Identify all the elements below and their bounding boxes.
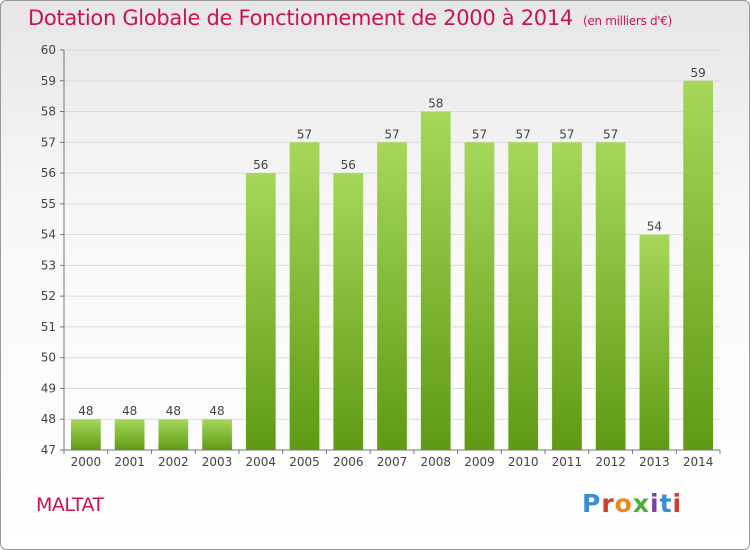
bar [595, 142, 626, 451]
bar [333, 173, 364, 451]
bar [508, 142, 539, 451]
proxiti-logo[interactable]: Proxiti [582, 489, 682, 518]
bar [158, 419, 189, 450]
data-label: 54 [647, 220, 662, 234]
x-tick-label: 2006 [333, 455, 364, 469]
x-tick-label: 2003 [202, 455, 233, 469]
data-label: 56 [253, 158, 268, 172]
x-tick-label: 2004 [246, 455, 277, 469]
bar [114, 419, 145, 450]
logo-letter: i [650, 489, 660, 518]
y-tick-label: 59 [41, 74, 56, 88]
y-tick-label: 47 [41, 443, 56, 457]
x-tick-label: 2005 [289, 455, 320, 469]
y-tick-label: 52 [41, 289, 56, 303]
data-label: 57 [603, 127, 618, 141]
x-tick-label: 2007 [377, 455, 408, 469]
bar [464, 142, 495, 451]
x-tick-label: 2008 [420, 455, 451, 469]
logo-letter: o [614, 489, 633, 518]
y-tick-label: 56 [41, 166, 56, 180]
x-axis: 2000 2001 2002 2003 2004 2005 2006 2007 2008 2009… [63, 450, 721, 469]
data-labels: 48 48 48 48 56 57 56 57 58 57 57 57 57 54 59 [78, 66, 706, 418]
y-tick-label: 57 [41, 135, 56, 149]
data-label: 48 [78, 404, 93, 418]
data-label: 57 [384, 127, 399, 141]
y-tick-label: 54 [41, 228, 56, 242]
x-tick-label: 2013 [639, 455, 670, 469]
logo-letter: P [582, 489, 602, 518]
town-name: MALTAT [36, 494, 104, 516]
data-label: 48 [166, 404, 181, 418]
chart-unit: (en milliers d'€) [582, 14, 672, 28]
chart-title: Dotation Globale de Fonctionnement de 20… [28, 6, 672, 30]
logo-letter: r [601, 489, 615, 518]
bar [552, 142, 582, 451]
bar [202, 419, 232, 450]
data-label: 57 [559, 127, 574, 141]
data-label: 48 [122, 404, 137, 418]
x-tick-label: 2000 [71, 455, 102, 469]
data-label: 56 [341, 158, 356, 172]
y-tick-label: 55 [41, 197, 56, 211]
y-tick-label: 60 [41, 43, 56, 57]
data-label: 48 [209, 404, 224, 418]
bar [420, 111, 451, 451]
y-tick-label: 53 [41, 258, 56, 272]
logo-letter: x [632, 489, 650, 518]
data-label: 57 [472, 127, 487, 141]
x-tick-label: 2002 [158, 455, 189, 469]
bars [70, 80, 714, 451]
x-tick-label: 2011 [552, 455, 583, 469]
data-label: 57 [516, 127, 531, 141]
chart-title-text: Dotation Globale de Fonctionnement de 20… [28, 6, 573, 30]
x-tick-label: 2010 [508, 455, 539, 469]
y-tick-label: 50 [41, 351, 56, 365]
logo-letter: i [672, 489, 683, 518]
logo-letter: t [659, 489, 673, 518]
x-tick-label: 2001 [114, 455, 145, 469]
bar [377, 142, 407, 451]
x-tick-label: 2012 [595, 455, 626, 469]
data-label: 58 [428, 97, 443, 111]
y-axis: 47 48 49 50 51 52 53 54 55 56 57 58 59 60 [41, 43, 64, 457]
y-tick-label: 51 [41, 320, 56, 334]
bar [289, 142, 320, 451]
y-tick-label: 58 [41, 105, 56, 119]
bar [639, 234, 670, 450]
x-tick-label: 2009 [464, 455, 495, 469]
y-tick-label: 48 [41, 412, 56, 426]
bar [245, 173, 276, 451]
bar [683, 80, 714, 451]
bar [70, 419, 101, 450]
data-label: 57 [297, 127, 312, 141]
x-tick-label: 2014 [683, 455, 714, 469]
data-label: 59 [690, 66, 705, 80]
y-tick-label: 49 [41, 381, 56, 395]
